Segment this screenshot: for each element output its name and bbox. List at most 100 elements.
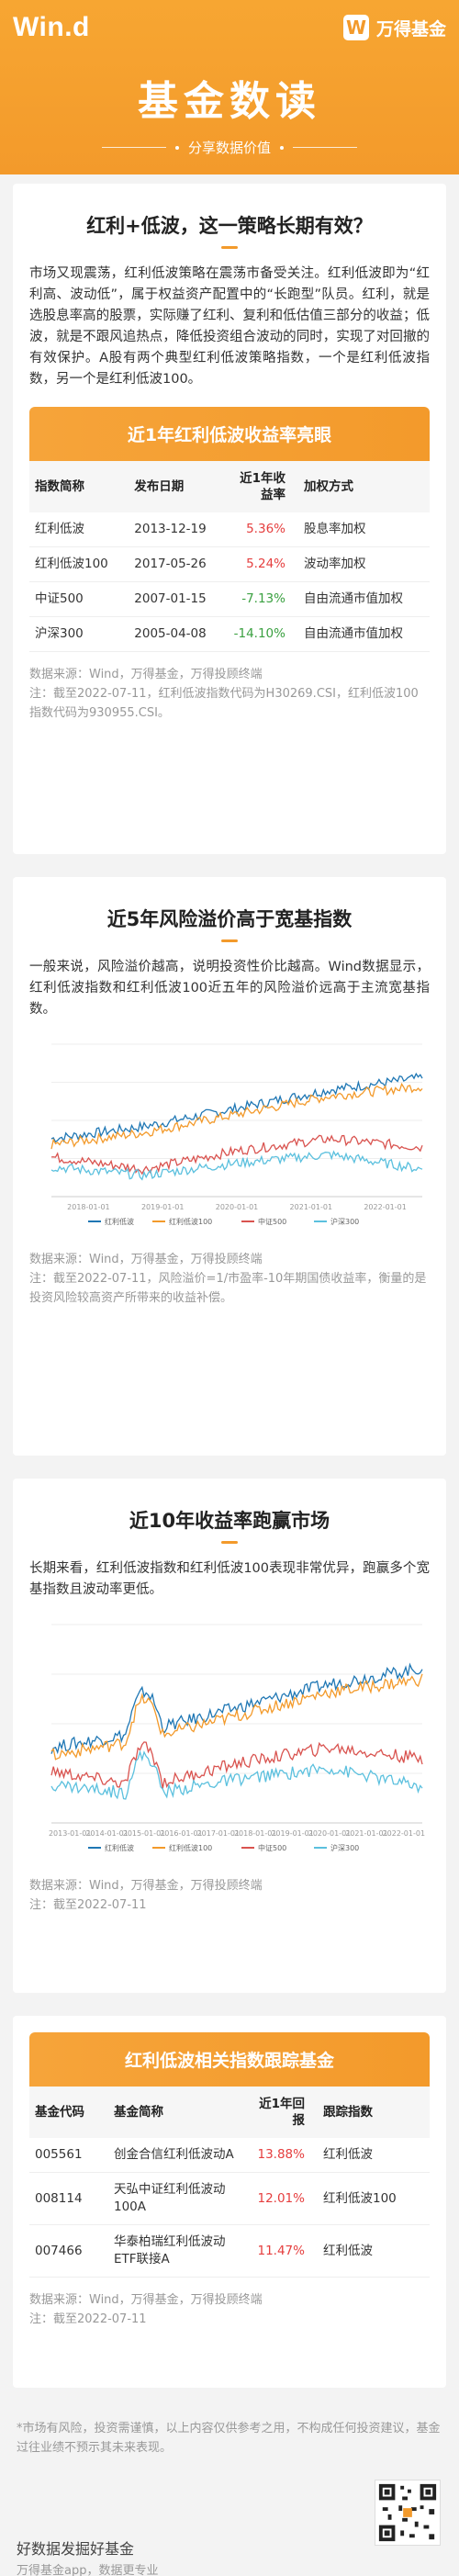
index-name: 沪深300 (29, 616, 129, 652)
section-dividend-low-vol: 红利+低波，这一策略长期有效？ 市场又现震荡，红利低波策略在震荡市备受关注。红利… (13, 184, 446, 854)
risk-premium-chart: 2018-01-01 2019-01-01 2020-01-01 2021-01-01… (50, 1043, 423, 1226)
title-underline (221, 246, 238, 249)
brand-name: 万得基金 (375, 18, 446, 39)
release-date: 2017-05-26 (129, 546, 227, 582)
footnote: 注：截至2022-07-11，风险溢价=1/市盈率-10年期国债收益率，衡量的是… (29, 1272, 427, 1305)
x-tick-label: 2018-01-01 (67, 1203, 110, 1211)
tracked-index: 红利低波 (309, 2138, 430, 2173)
wind-fund-logo-icon: W (342, 15, 369, 40)
slogan-sub: 万得基金app，数据更专业 (17, 2564, 159, 2576)
wind-logo: Win.d (13, 12, 90, 42)
section-title: 近10年收益率跑赢市场 (129, 1510, 330, 1532)
x-tick-label: 2019-01-01 (141, 1203, 185, 1211)
footnote: 注：截至2022-07-11 (29, 1898, 147, 1912)
x-tick-label: 2021-01-01 (345, 1829, 388, 1838)
qr-code-icon[interactable] (375, 2480, 441, 2546)
slogan: 好数据发掘好基金 (17, 2540, 135, 2558)
series-line (50, 1150, 423, 1181)
series-line (50, 1082, 423, 1150)
fund-name: 创金合信红利低波动A (107, 2138, 246, 2173)
x-tick-label: 2022-01-01 (364, 1203, 407, 1211)
one-year-return: 13.88% (245, 2138, 310, 2173)
dot-icon (280, 145, 284, 150)
table-title: 近1年红利低波收益率亮眼 (29, 407, 430, 461)
tracked-index: 红利低波100 (309, 2172, 430, 2225)
footnote: 注：截至2022-07-11，红利低波指数代码为H30269.CSI，红利低波1… (29, 687, 419, 720)
table-row[interactable]: 007466 华泰柏瑞红利低波动ETF联接A 11.47% 红利低波 (29, 2224, 430, 2278)
index-name: 红利低波100 (29, 546, 129, 582)
fund-code: 007466 (29, 2224, 108, 2278)
weighting-method: 自由流通市值加权 (290, 581, 430, 617)
legend-label: 沪深300 (330, 1843, 359, 1852)
page-title: 基金数读 (138, 78, 321, 125)
section-title: 红利+低波，这一策略长期有效？ (86, 215, 373, 237)
section-text: 长期来看，红利低波指数和红利低波100表现非常优异，跑赢多个宽基指数且波动率更低… (29, 1561, 430, 1597)
data-source: 数据来源：Wind，万得基金，万得投顾终端 (29, 1879, 263, 1893)
x-tick-label: 2019-01-01 (271, 1829, 314, 1838)
series-line (50, 1673, 423, 1760)
section-text: 一般来说，风险溢价越高，说明投资性价比越高。Wind数据显示，红利低波指数和红利… (29, 960, 430, 1017)
subtitle-text: 分享数据价值 (187, 140, 271, 156)
column-header: 基金代码 (29, 2087, 108, 2138)
weighting-method: 波动率加权 (290, 546, 430, 582)
x-tick-label: 2020-01-01 (308, 1829, 352, 1838)
footer: *市场有风险，投资需谨慎，以上内容仅供参考之用，不构成任何投资建议，基金过往业绩… (0, 2406, 459, 2458)
hero: 基金数读 分享数据价值 (0, 68, 459, 157)
index-name: 红利低波 (29, 512, 129, 547)
column-header: 近1年收益率 (226, 461, 291, 512)
x-tick-label: 2016-01-01 (160, 1829, 203, 1838)
legend-label: 红利低波100 (169, 1217, 212, 1226)
fund-name: 天弘中证红利低波动100A (107, 2172, 246, 2225)
one-year-return: 5.24% (226, 546, 291, 582)
release-date: 2007-01-15 (129, 581, 227, 617)
index-name: 中证500 (29, 581, 129, 617)
data-source: 数据来源：Wind，万得基金，万得投顾终端 (29, 668, 263, 681)
one-year-return: 5.36% (226, 512, 291, 547)
x-tick-label: 2021-01-01 (290, 1203, 333, 1211)
release-date: 2013-12-19 (129, 512, 227, 547)
index-return-table: 指数简称 发布日期 近1年收益率 加权方式 红利低波 2013-12-19 5.36… (29, 461, 430, 652)
disclaimer: *市场有风险，投资需谨慎，以上内容仅供参考之用，不构成任何投资建议，基金过往业绩… (17, 2422, 441, 2455)
top-bar: Win.d W 万得基金 (0, 0, 459, 55)
section-risk-premium: 近5年风险溢价高于宽基指数 一般来说，风险溢价越高，说明投资性价比越高。Wind… (13, 877, 446, 1456)
table-row: 中证500 2007-01-15 -7.13% 自由流通市值加权 (29, 581, 430, 617)
one-year-return: 12.01% (245, 2172, 310, 2225)
fund-code: 008114 (29, 2172, 108, 2225)
x-tick-label: 2014-01-01 (85, 1829, 129, 1838)
column-header: 指数简称 (29, 461, 129, 512)
x-tick-label: 2020-01-01 (216, 1203, 259, 1211)
series-line (50, 1134, 423, 1176)
section-intro: 市场又现震荡，红利低波策略在震荡市备受关注。红利低波即为“红利高、波动低”，属于… (29, 266, 430, 387)
table-row[interactable]: 005561 创金合信红利低波动A 13.88% 红利低波 (29, 2138, 430, 2173)
divider (293, 147, 357, 148)
weighting-method: 股息率加权 (290, 512, 430, 547)
series-line (50, 1072, 423, 1143)
one-year-return: -7.13% (226, 581, 291, 617)
weighting-method: 自由流通市值加权 (290, 616, 430, 652)
column-header: 跟踪指数 (309, 2087, 430, 2138)
legend-label: 中证500 (258, 1217, 286, 1226)
one-year-return: -14.10% (226, 616, 291, 652)
fund-code: 005561 (29, 2138, 108, 2173)
x-tick-label: 2018-01-01 (234, 1829, 277, 1838)
legend-label: 红利低波 (105, 1217, 134, 1226)
legend-label: 红利低波100 (169, 1843, 212, 1852)
x-tick-label: 2013-01-01 (49, 1829, 92, 1838)
section-title: 近5年风险溢价高于宽基指数 (106, 908, 353, 930)
x-tick-label: 2015-01-01 (123, 1829, 166, 1838)
data-source: 数据来源：Wind，万得基金，万得投顾终端 (29, 1253, 263, 1266)
table-row: 红利低波 2013-12-19 5.36% 股息率加权 (29, 512, 430, 547)
table-row[interactable]: 008114 天弘中证红利低波动100A 12.01% 红利低波100 (29, 2172, 430, 2225)
column-header: 基金简称 (107, 2087, 246, 2138)
section-tracking-funds: 红利低波相关指数跟踪基金 基金代码 基金简称 近1年回报 跟踪指数 005561… (13, 2016, 446, 2388)
column-header: 发布日期 (129, 461, 227, 512)
x-tick-label: 2022-01-01 (383, 1829, 426, 1838)
series-line (50, 1741, 423, 1789)
legend-label: 中证500 (258, 1843, 286, 1852)
series-line (50, 1749, 423, 1800)
page-subtitle: 分享数据价值 (0, 138, 459, 157)
table-row: 红利低波100 2017-05-26 5.24% 波动率加权 (29, 546, 430, 582)
section-10yr-returns: 近10年收益率跑赢市场 长期来看，红利低波指数和红利低波100表现非常优异，跑赢… (13, 1479, 446, 1993)
fund-table: 基金代码 基金简称 近1年回报 跟踪指数 005561 创金合信红利低波动A 13.… (29, 2087, 430, 2278)
